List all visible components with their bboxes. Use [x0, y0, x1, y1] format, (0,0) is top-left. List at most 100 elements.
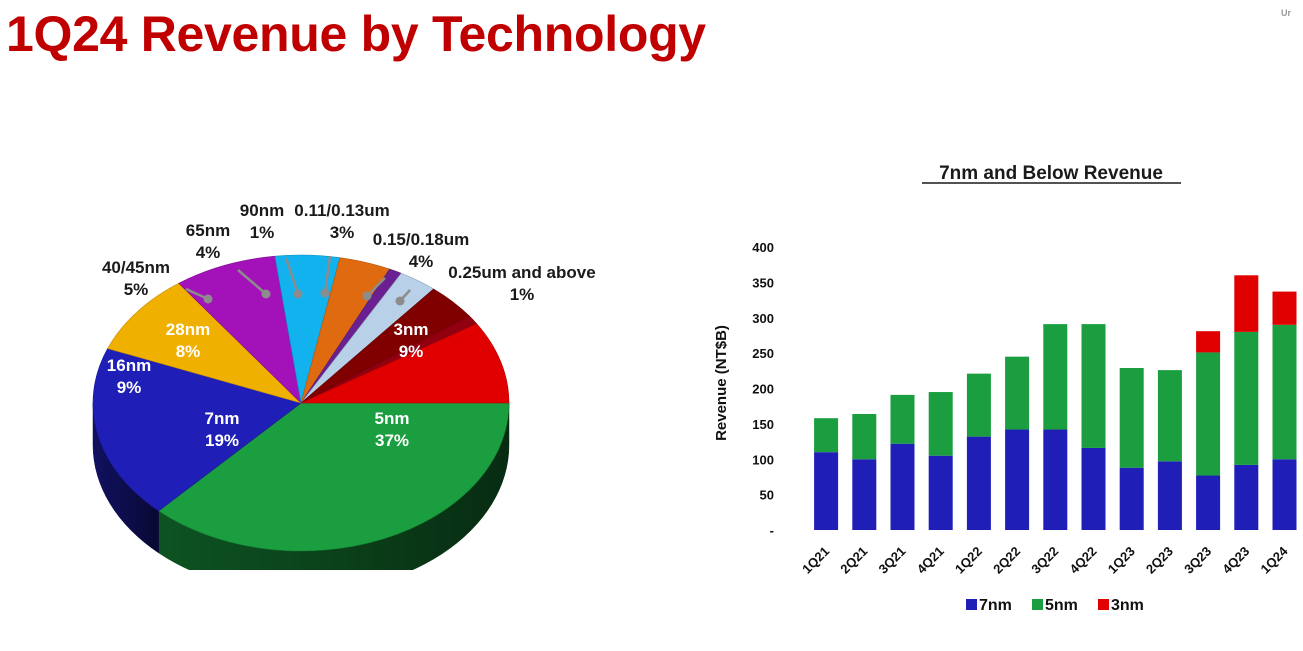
x-tick-label-4q23: 4Q23: [1219, 544, 1252, 577]
page-title: 1Q24 Revenue by Technology: [6, 6, 706, 62]
y-tick-label: 200: [752, 382, 774, 397]
pie-leader-dot-40-45nm: [203, 294, 213, 304]
pie-slice-16nm: [107, 282, 302, 404]
pie-label-40-45nm: 40/45nm: [102, 258, 170, 277]
bar-3nm-1q24: [1272, 291, 1297, 325]
bar-3nm-4q23: [1234, 275, 1259, 332]
bar-3nm-3q23: [1196, 331, 1221, 353]
pie-leader-90nm: [284, 257, 300, 295]
bar-7nm-2q22: [1005, 429, 1030, 530]
bar-7nm-1q21: [814, 452, 839, 530]
bar-7nm-1q23: [1119, 467, 1144, 530]
pie-label-0-15-0-18um: 0.15/0.18um: [373, 230, 469, 249]
bar-7nm-1q22: [966, 436, 991, 530]
pie-pct-0-25um-and-above: 1%: [510, 285, 535, 304]
pie-pct-0-15-0-18um: 4%: [409, 252, 434, 271]
legend-label-7nm: 7nm: [979, 597, 1012, 614]
bar-7nm-1q24: [1272, 459, 1297, 530]
x-tick-label-4q21: 4Q21: [914, 544, 947, 577]
bar-7nm-3q21: [890, 443, 915, 530]
pie-slice-5nm: [158, 402, 510, 552]
technology-pie-chart: 5nm 37% 7nm 19% 16nm 9% 28nm 8% 40/45nm 5% 65nm 4% 9…: [92, 201, 596, 570]
y-tick-label: 150: [752, 417, 774, 432]
legend-swatch-5nm: [1032, 599, 1043, 610]
bar-5nm-3q22: [1043, 324, 1068, 430]
bar-7nm-4q21: [928, 455, 953, 530]
pie-leader-dot-0-25um-and-above: [395, 296, 405, 306]
pie-pct-90nm: 1%: [250, 223, 275, 242]
x-tick-label-1q22: 1Q22: [952, 544, 985, 577]
bar-5nm-4q21: [928, 392, 953, 456]
pie-label-7nm: 7nm: [205, 409, 240, 428]
x-tick-label-4q22: 4Q22: [1067, 544, 1100, 577]
legend-swatch-3nm: [1098, 599, 1109, 610]
pie-label-65nm: 65nm: [186, 221, 230, 240]
bar-5nm-1q22: [966, 373, 991, 437]
y-tick-label: -: [770, 523, 774, 538]
x-tick-label-1q23: 1Q23: [1105, 544, 1138, 577]
revenue-bar-chart: 7nm and Below Revenue Revenue (NT$B) - 50…: [713, 163, 1297, 614]
pie-leader-dot-0-15-0-18um: [362, 291, 372, 301]
x-tick-label-3q21: 3Q21: [876, 544, 909, 577]
bar-chart-title: 7nm and Below Revenue: [939, 163, 1163, 184]
pie-label-28nm: 28nm: [166, 320, 210, 339]
pie-leader-dot-65nm: [261, 289, 271, 299]
pie-label-3nm: 3nm: [394, 320, 429, 339]
bar-7nm-4q22: [1081, 447, 1106, 530]
pie-slice-7nm: [92, 348, 302, 512]
pie-pct-16nm: 9%: [117, 378, 142, 397]
pie-pct-3nm: 9%: [399, 342, 424, 361]
x-tick-label-2q22: 2Q22: [990, 544, 1023, 577]
pie-slice-28nm: [178, 255, 302, 404]
bar-5nm-2q22: [1005, 356, 1030, 430]
y-tick-label: 400: [752, 240, 774, 255]
x-tick-label-2q23: 2Q23: [1143, 544, 1176, 577]
bar-7nm-2q21: [852, 459, 877, 530]
x-tick-label-2q21: 2Q21: [837, 544, 870, 577]
y-tick-label: 350: [752, 275, 774, 290]
bar-5nm-1q21: [814, 418, 839, 453]
pie-side-shade-7nm: [93, 403, 159, 553]
pie-label-16nm: 16nm: [107, 356, 151, 375]
x-tick-label-3q22: 3Q22: [1028, 544, 1061, 577]
y-tick-label: 50: [760, 488, 774, 503]
pie-pct-0-11-0-13um: 3%: [330, 223, 355, 242]
legend-swatch-7nm: [966, 599, 977, 610]
pie-leader-dot-90nm: [293, 289, 303, 299]
pie-leader-0-11-0-13um: [323, 255, 332, 294]
pie-pct-5nm: 37%: [375, 431, 409, 450]
pie-leader-65nm: [237, 269, 267, 295]
bar-5nm-1q23: [1119, 367, 1144, 468]
y-axis-label: Revenue (NT$B): [713, 325, 730, 441]
pie-label-90nm: 90nm: [240, 201, 284, 220]
pie-slice-3nm: [300, 323, 510, 404]
bar-5nm-1q24: [1272, 324, 1297, 460]
x-tick-label-1q21: 1Q21: [799, 544, 832, 577]
x-tick-label-3q23: 3Q23: [1181, 544, 1214, 577]
pie-pct-28nm: 8%: [176, 342, 201, 361]
bar-7nm-4q23: [1234, 464, 1259, 530]
bar-5nm-2q23: [1157, 370, 1182, 462]
bar-5nm-4q23: [1234, 331, 1259, 465]
pie-pct-40-45nm: 5%: [124, 280, 149, 299]
y-tick-label: 300: [752, 311, 774, 326]
bar-5nm-2q21: [852, 413, 877, 460]
pie-label-0-11-0-13um: 0.11/0.13um: [294, 201, 389, 220]
bar-7nm-3q23: [1196, 475, 1221, 530]
y-tick-label: 250: [752, 346, 774, 361]
pie-label-0-25um-and-above: 0.25um and above: [448, 263, 595, 282]
x-tick-label-1q24: 1Q24: [1258, 543, 1292, 577]
bar-5nm-3q21: [890, 394, 915, 444]
pie-pct-65nm: 4%: [196, 243, 221, 262]
y-tick-label: 100: [752, 452, 774, 467]
bar-5nm-4q22: [1081, 324, 1106, 448]
bar-5nm-3q23: [1196, 352, 1221, 476]
bar-7nm-3q22: [1043, 429, 1068, 530]
pie-leader-dot-0-11-0-13um: [320, 288, 330, 298]
corner-mark: Ur: [1281, 8, 1292, 18]
pie-side-shade-5nm: [158, 403, 509, 570]
legend-label-5nm: 5nm: [1045, 597, 1078, 614]
legend-label-3nm: 3nm: [1111, 597, 1144, 614]
bar-7nm-2q23: [1157, 461, 1182, 530]
pie-label-5nm: 5nm: [375, 409, 410, 428]
